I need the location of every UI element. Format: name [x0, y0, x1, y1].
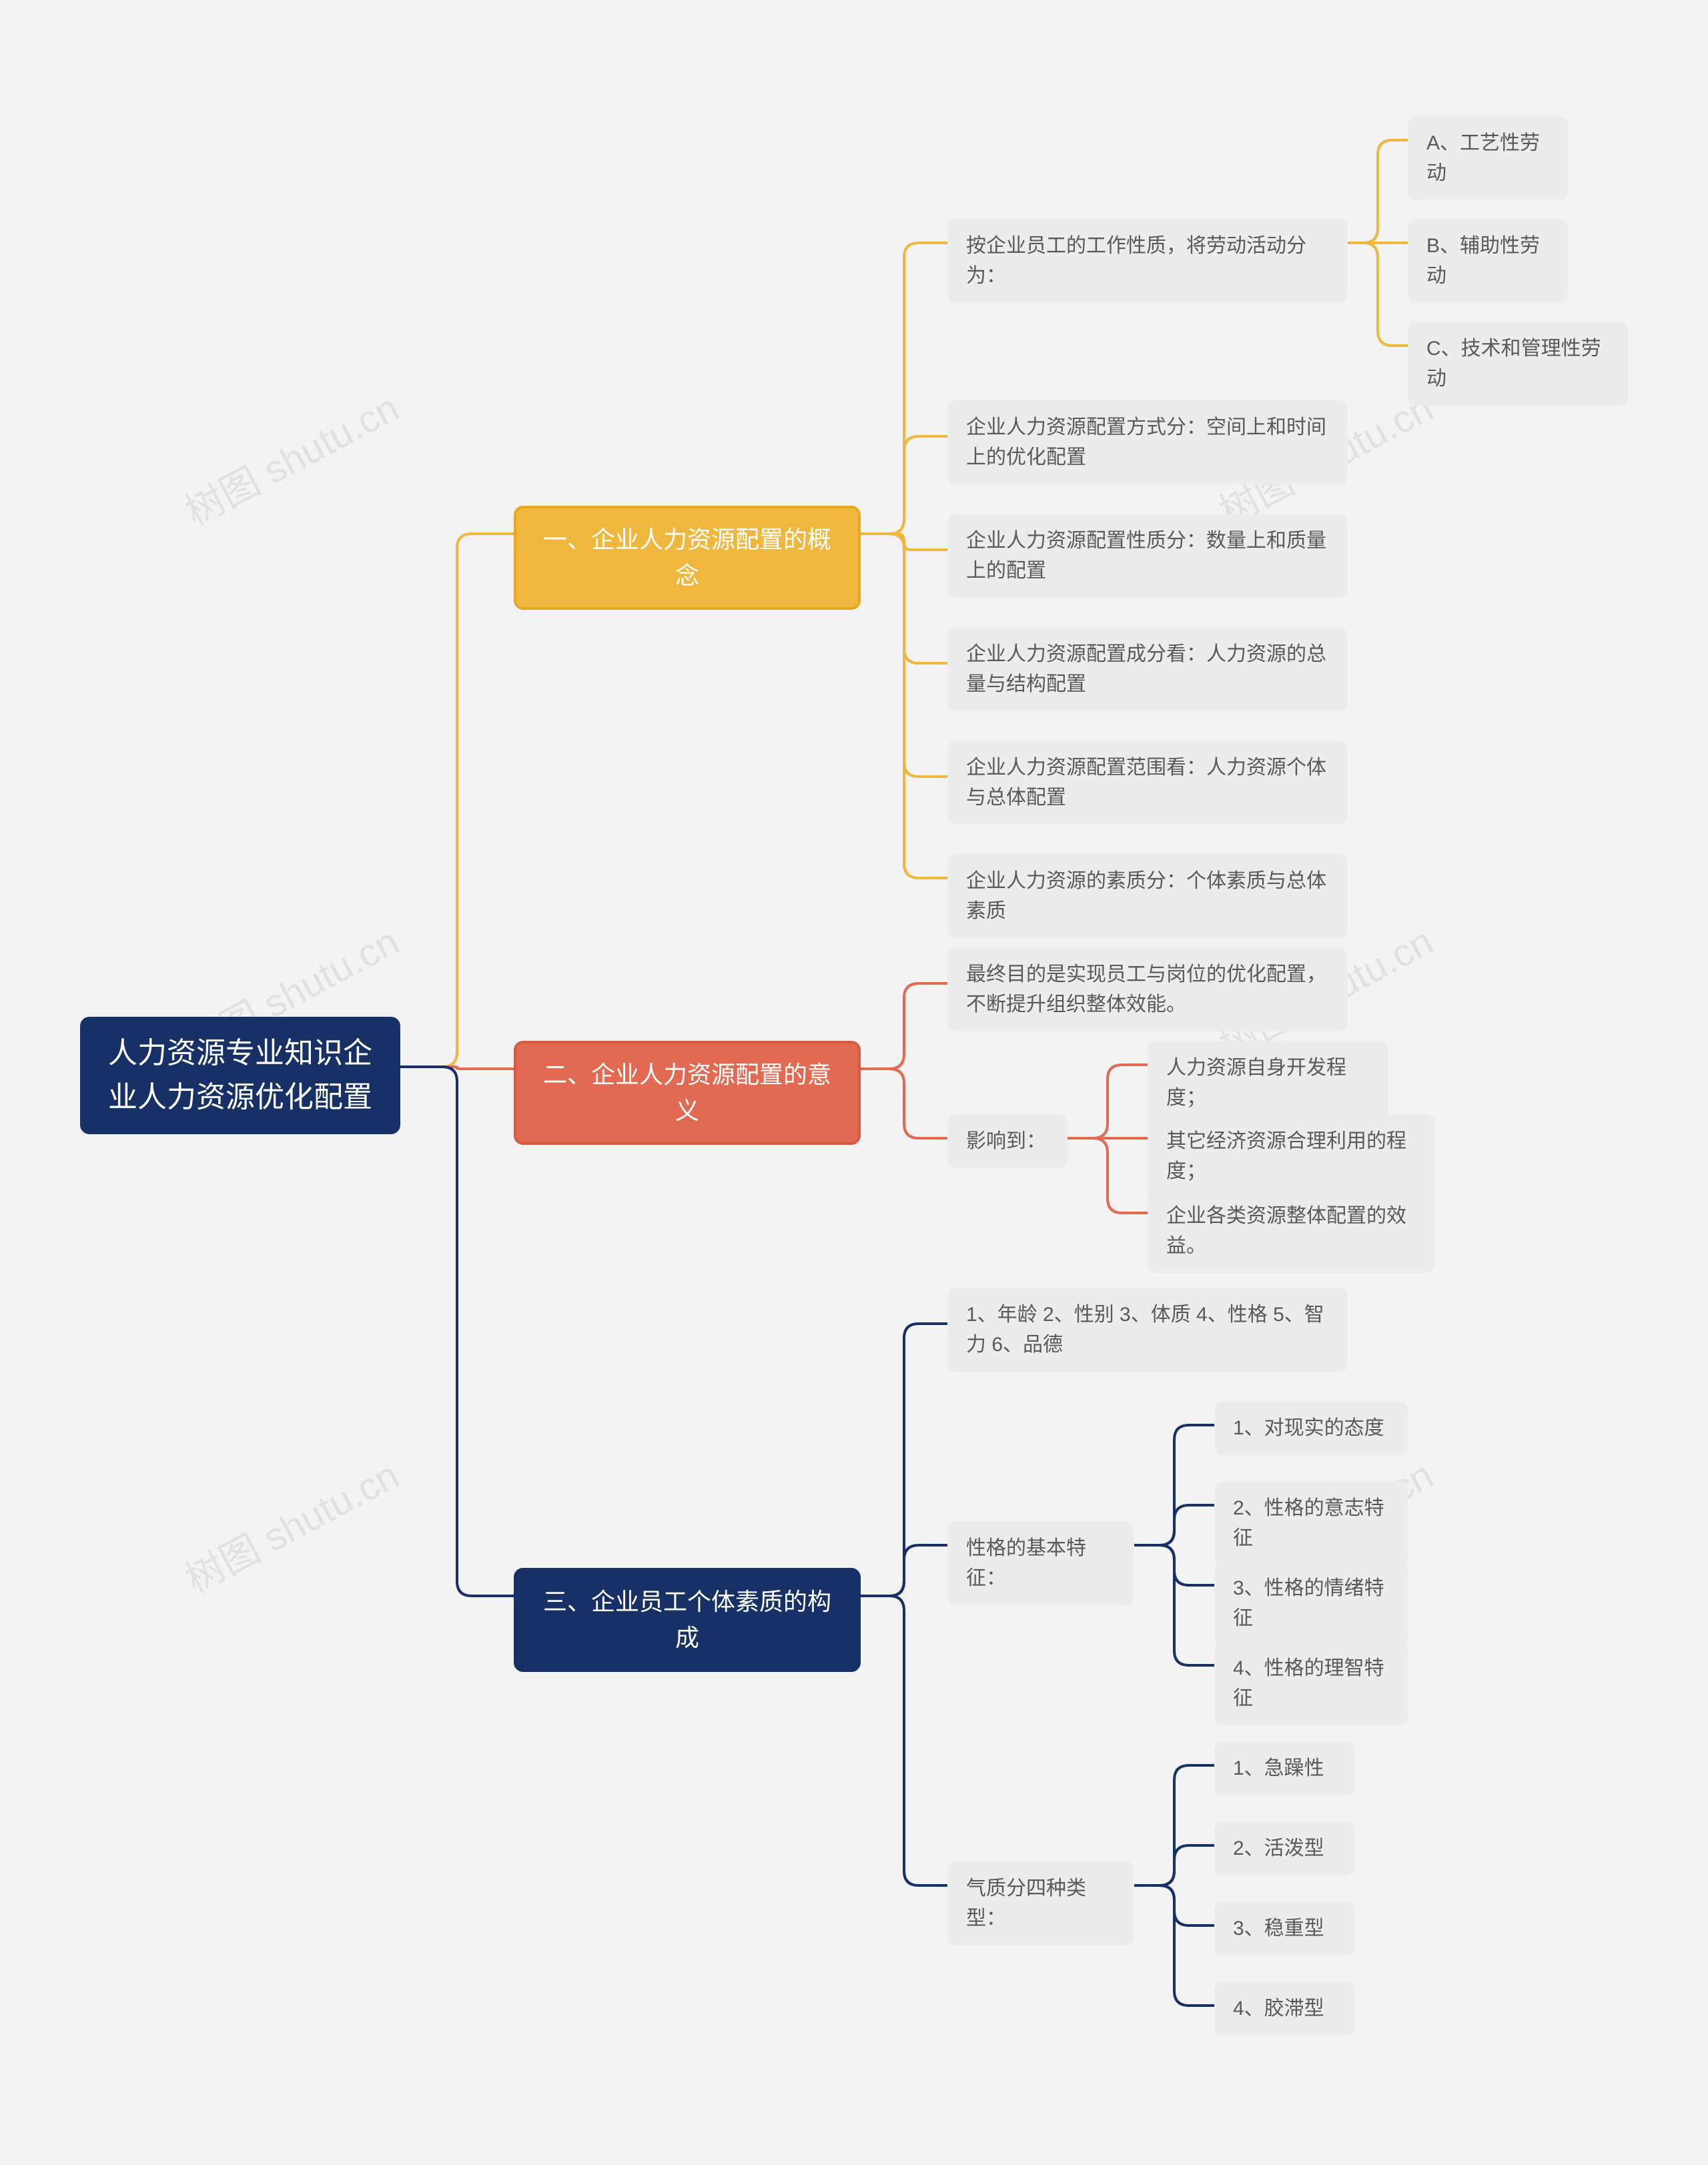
leaf-label: 1、年龄 2、性别 3、体质 4、性格 5、智力 6、品德 [966, 1300, 1329, 1360]
leaf-label: 企业人力资源配置性质分：数量上和质量上的配置 [966, 526, 1329, 586]
leaf-label: 3、稳重型 [1233, 1913, 1324, 1943]
leaf-label: 4、性格的理智特征 [1233, 1653, 1389, 1713]
leaf-b3c3d[interactable]: 4、胶滞型 [1214, 1982, 1354, 2036]
branch-3-label: 三、企业员工个体素质的构成 [536, 1584, 838, 1656]
leaf-b2c2b[interactable]: 其它经济资源合理利用的程度； [1148, 1114, 1434, 1198]
leaf-label: A、工艺性劳动 [1426, 128, 1549, 188]
leaf-b2c1[interactable]: 最终目的是实现员工与岗位的优化配置，不断提升组织整体效能。 [947, 947, 1348, 1031]
leaf-b1c1a[interactable]: A、工艺性劳动 [1408, 116, 1568, 200]
leaf-b2c2[interactable]: 影响到： [947, 1114, 1068, 1168]
leaf-b3c2a[interactable]: 1、对现实的态度 [1214, 1401, 1408, 1455]
watermark: 树图 shutu.cn [174, 1444, 408, 1604]
leaf-label: 企业人力资源的素质分：个体素质与总体素质 [966, 866, 1329, 926]
leaf-b3c3c[interactable]: 3、稳重型 [1214, 1901, 1354, 1956]
leaf-b1c6[interactable]: 企业人力资源的素质分：个体素质与总体素质 [947, 854, 1348, 938]
branch-1[interactable]: 一、企业人力资源配置的概念 [514, 506, 861, 610]
leaf-label: 企业人力资源配置成分看：人力资源的总量与结构配置 [966, 639, 1329, 699]
leaf-b3c2b[interactable]: 2、性格的意志特征 [1214, 1481, 1408, 1565]
leaf-b1c3[interactable]: 企业人力资源配置性质分：数量上和质量上的配置 [947, 514, 1348, 598]
leaf-b1c5[interactable]: 企业人力资源配置范围看：人力资源个体与总体配置 [947, 741, 1348, 825]
leaf-b3c3a[interactable]: 1、急躁性 [1214, 1741, 1354, 1795]
leaf-label: 4、胶滞型 [1233, 1994, 1324, 2024]
leaf-b3c3[interactable]: 气质分四种类型： [947, 1861, 1134, 1945]
leaf-label: 1、急躁性 [1233, 1753, 1324, 1783]
branch-1-label: 一、企业人力资源配置的概念 [536, 522, 838, 594]
leaf-b3c1[interactable]: 1、年龄 2、性别 3、体质 4、性格 5、智力 6、品德 [947, 1288, 1348, 1372]
leaf-b1c2[interactable]: 企业人力资源配置方式分：空间上和时间上的优化配置 [947, 400, 1348, 484]
leaf-label: 企业各类资源整体配置的效益。 [1166, 1201, 1416, 1261]
leaf-label: 3、性格的情绪特征 [1233, 1573, 1389, 1633]
leaf-b1c4[interactable]: 企业人力资源配置成分看：人力资源的总量与结构配置 [947, 627, 1348, 711]
leaf-label: C、技术和管理性劳动 [1426, 334, 1609, 394]
leaf-label: 2、性格的意志特征 [1233, 1493, 1389, 1553]
leaf-label: 最终目的是实现员工与岗位的优化配置，不断提升组织整体效能。 [966, 959, 1329, 1019]
leaf-b3c2d[interactable]: 4、性格的理智特征 [1214, 1641, 1408, 1725]
leaf-label: 其它经济资源合理利用的程度； [1166, 1126, 1416, 1186]
leaf-b2c2a[interactable]: 人力资源自身开发程度； [1148, 1041, 1388, 1125]
branch-3[interactable]: 三、企业员工个体素质的构成 [514, 1568, 861, 1672]
leaf-b1c1c[interactable]: C、技术和管理性劳动 [1408, 322, 1628, 406]
leaf-label: 性格的基本特征： [966, 1533, 1116, 1593]
branch-2-label: 二、企业人力资源配置的意义 [536, 1057, 838, 1129]
leaf-label: 1、对现实的态度 [1233, 1413, 1384, 1443]
leaf-b3c3b[interactable]: 2、活泼型 [1214, 1821, 1354, 1875]
branch-2[interactable]: 二、企业人力资源配置的意义 [514, 1041, 861, 1145]
leaf-label: 企业人力资源配置方式分：空间上和时间上的优化配置 [966, 412, 1329, 472]
leaf-label: 2、活泼型 [1233, 1833, 1324, 1863]
leaf-label: B、辅助性劳动 [1426, 231, 1549, 291]
leaf-b3c2[interactable]: 性格的基本特征： [947, 1521, 1134, 1605]
leaf-b2c2c[interactable]: 企业各类资源整体配置的效益。 [1148, 1189, 1434, 1273]
leaf-label: 按企业员工的工作性质，将劳动活动分为： [966, 231, 1329, 291]
leaf-b3c2c[interactable]: 3、性格的情绪特征 [1214, 1561, 1408, 1645]
mindmap-stage: 树图 shutu.cn 树图 shutu.cn 树图 shutu.cn 树图 s… [0, 0, 1708, 2165]
leaf-b1c1[interactable]: 按企业员工的工作性质，将劳动活动分为： [947, 219, 1348, 303]
watermark: 树图 shutu.cn [174, 377, 408, 536]
leaf-b1c1b[interactable]: B、辅助性劳动 [1408, 219, 1568, 303]
leaf-label: 影响到： [966, 1126, 1046, 1156]
leaf-label: 企业人力资源配置范围看：人力资源个体与总体配置 [966, 753, 1329, 813]
root-node[interactable]: 人力资源专业知识企业人力资源优化配置 [80, 1017, 400, 1134]
leaf-label: 气质分四种类型： [966, 1873, 1116, 1933]
root-label: 人力资源专业知识企业人力资源优化配置 [101, 1031, 379, 1120]
leaf-label: 人力资源自身开发程度； [1166, 1053, 1369, 1113]
